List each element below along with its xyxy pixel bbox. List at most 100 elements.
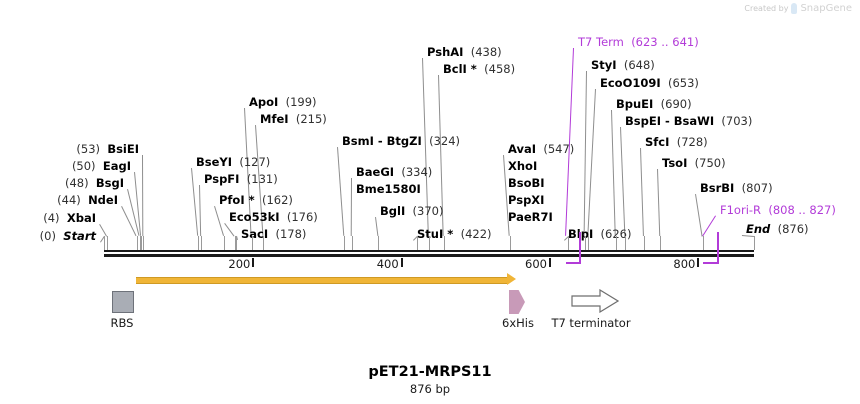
cut-site-tick <box>236 236 238 250</box>
cut-site-tick <box>136 236 138 250</box>
enzyme-name: BspEI - BsaWI <box>625 114 715 128</box>
snapgene-watermark: Created by SnapGene <box>744 3 852 14</box>
cut-site-tick <box>198 236 200 250</box>
enzyme-label-eco53ki: Eco53kI (176) <box>229 211 318 223</box>
enzyme-position: (199) <box>285 95 317 109</box>
enzyme-label-mfei: MfeI (215) <box>260 113 327 125</box>
enzyme-name: BsoBI <box>508 176 545 190</box>
enzyme-position: (50) <box>71 159 96 173</box>
leader-line-sfci <box>640 148 644 237</box>
cut-site-tick <box>625 236 627 250</box>
enzyme-name: BsrBI <box>700 181 735 195</box>
enzyme-position: (131) <box>246 172 278 186</box>
enzyme-position: (215) <box>295 112 327 126</box>
cut-site-tick <box>702 236 704 250</box>
enzyme-name: SacI <box>241 227 269 241</box>
enzyme-position: (422) <box>460 227 492 241</box>
enzyme-name: XbaI <box>66 211 96 225</box>
leader-line-eco53ki <box>224 223 235 237</box>
cut-site-tick <box>416 236 418 250</box>
enzyme-name: PspXI <box>508 193 545 207</box>
enzyme-label-pspfi: PspFI (131) <box>204 173 278 185</box>
leader-line-bgli <box>375 217 379 237</box>
enzyme-name: T7 Term <box>578 35 624 49</box>
enzyme-position: (648) <box>623 58 655 72</box>
enzyme-name: BclI * <box>443 62 477 76</box>
enzyme-label-bme1580i: Bme1580I <box>356 183 421 195</box>
feature-glyph-t7-terminator <box>571 288 620 314</box>
enzyme-position: (458) <box>484 62 516 76</box>
leader-line-styi <box>583 70 587 236</box>
enzyme-name: PspFI <box>204 172 240 186</box>
enzyme-label-bseyi: BseYI (127) <box>196 156 270 168</box>
watermark-created-by-text: Created by <box>744 4 789 13</box>
feature-label-6xhis: 6xHis <box>502 316 534 330</box>
enzyme-name: StuI * <box>417 227 454 241</box>
cut-site-tick <box>615 236 617 250</box>
cut-site-tick <box>588 236 590 250</box>
enzyme-name: StyI <box>591 58 617 72</box>
enzyme-position: (176) <box>286 210 318 224</box>
enzyme-name: Start <box>63 229 96 243</box>
cut-site-tick <box>344 236 346 250</box>
enzyme-position: (876) <box>777 222 809 236</box>
enzyme-position: (728) <box>676 135 708 149</box>
enzyme-label-bsgi: (48) BsgI <box>65 177 124 189</box>
enzyme-label-start: (0) Start <box>40 230 96 242</box>
ruler-tick-label: 800 <box>673 257 696 271</box>
leader-line-xbai <box>99 224 107 237</box>
enzyme-position: (653) <box>667 76 699 90</box>
enzyme-name: F1ori-R <box>720 203 762 217</box>
enzyme-name: BpuEI <box>616 97 654 111</box>
cds-arrow-head <box>507 273 517 285</box>
f1ori-bracket-stem <box>717 232 720 264</box>
feature-label-rbs: RBS <box>110 316 134 330</box>
enzyme-name: ApoI <box>249 95 279 109</box>
ruler-tick-mark <box>697 258 700 267</box>
enzyme-name: NdeI <box>88 193 118 207</box>
leader-line-tsoi <box>657 169 661 237</box>
enzyme-name: Eco53kI <box>229 210 280 224</box>
leader-line-eagi <box>134 172 142 237</box>
enzyme-position: (44) <box>57 193 81 207</box>
enzyme-position: (4) <box>43 211 60 225</box>
cut-site-tick <box>509 236 511 250</box>
enzyme-label-pshai: PshAI (438) <box>427 46 502 58</box>
enzyme-label-saci: SacI (178) <box>241 228 306 240</box>
cds-arrow-body <box>135 277 509 284</box>
enzyme-position: (807) <box>741 181 773 195</box>
enzyme-label-t7term: T7 Term (623 .. 641) <box>578 36 699 48</box>
leader-line-ecoo109i <box>587 88 596 236</box>
cut-site-tick <box>201 236 203 250</box>
enzyme-position: (334) <box>401 165 433 179</box>
plasmid-title: pET21-MRPS11 <box>368 364 492 380</box>
enzyme-name: SfcI <box>645 135 670 149</box>
ruler-tick-label: 200 <box>228 257 251 271</box>
enzyme-label-styi: StyI (648) <box>591 59 655 71</box>
leader-line-bseyi <box>191 168 199 237</box>
enzyme-label-end: End (876) <box>746 223 809 235</box>
enzyme-name: PaeR7I <box>508 210 553 224</box>
cut-site-tick <box>104 236 105 250</box>
cut-site-tick <box>139 236 141 250</box>
cut-site-tick <box>251 236 253 250</box>
enzyme-label-eagi: (50) EagI <box>72 160 131 172</box>
snapgene-logo-icon <box>791 3 798 14</box>
leader-line-f1ori_r <box>702 215 716 236</box>
enzyme-label-bsobi: BsoBI <box>508 177 545 189</box>
cut-site-tick <box>263 236 265 250</box>
enzyme-label-sfci: SfcI (728) <box>645 136 708 148</box>
enzyme-position: (808 .. 827) <box>768 203 836 217</box>
ruler-tick-mark <box>400 258 403 267</box>
enzyme-name: BsiEI <box>107 142 139 156</box>
enzyme-name: TsoI <box>662 156 688 170</box>
enzyme-position: (178) <box>275 227 307 241</box>
cut-site-tick <box>643 236 645 250</box>
enzyme-label-ecoo109i: EcoO109I (653) <box>600 77 699 89</box>
leader-line-baegi <box>350 177 352 236</box>
enzyme-name: PshAI <box>427 45 464 59</box>
enzyme-position: (0) <box>39 229 56 243</box>
enzyme-label-pspxi: PspXI <box>508 194 544 206</box>
enzyme-position: (623 .. 641) <box>631 35 699 49</box>
